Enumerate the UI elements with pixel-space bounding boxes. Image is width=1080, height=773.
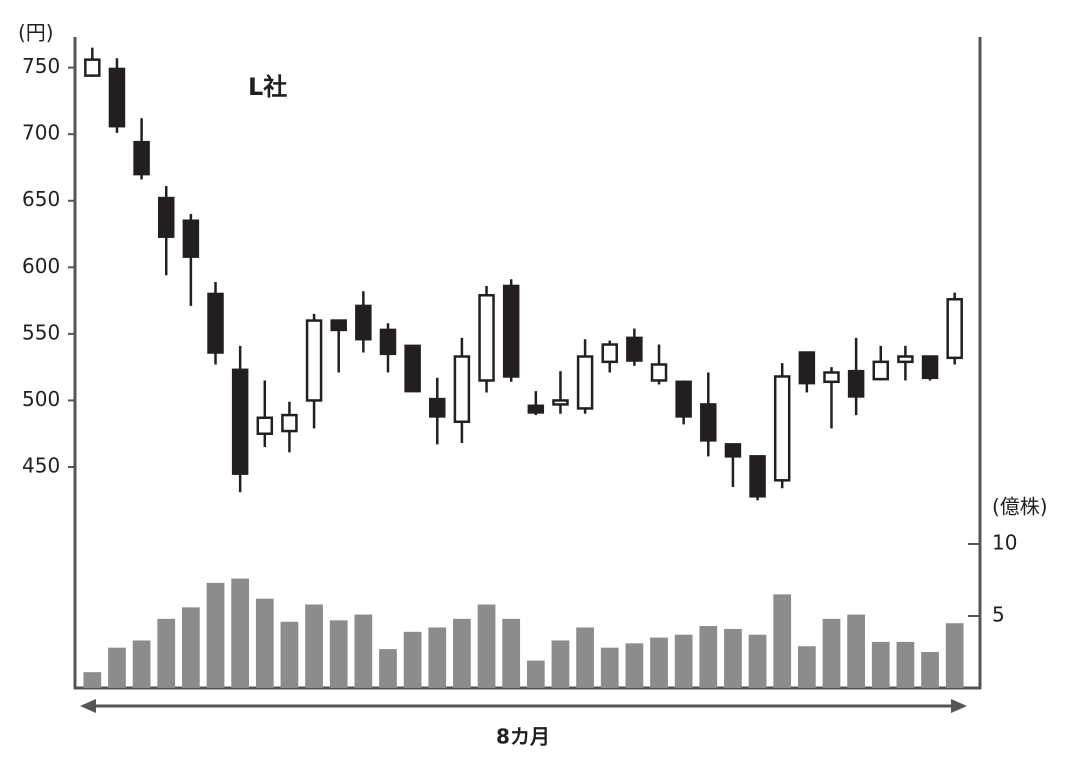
volume-bar [354,614,373,688]
volume-bar [477,604,496,688]
volume-bar [403,631,422,688]
candle-body [133,140,150,176]
candle-body [675,380,692,418]
y2-axis-label: (億株) [992,495,1048,519]
y-tick-label: 650 [22,187,60,211]
candle-body [108,67,126,128]
candle-body [576,355,594,410]
candle-body [207,292,224,354]
volume-bar [305,604,323,688]
volume-bar [108,647,126,688]
volume-bar [921,651,939,688]
volume-bar [945,623,964,688]
volume-bar [896,641,915,688]
y2-tick-label: 10 [992,530,1017,554]
candle-body [84,58,101,77]
candle-body [601,343,618,364]
y-tick-label: 750 [22,54,60,78]
candle-body [724,443,742,458]
candle-body [847,369,865,398]
volume-bar [453,618,471,688]
y-tick-label: 700 [22,121,60,145]
candle-body [429,397,446,418]
volume-bar [600,647,619,688]
candle-body [626,336,643,362]
candle-body [700,403,717,442]
volume-bar [502,618,521,688]
volume-bar [329,620,348,688]
volume-bar [847,614,865,688]
y-tick-label: 500 [22,387,60,411]
candle-body [946,298,963,360]
volume-bar [674,634,693,688]
candle-body [256,416,274,435]
candle-body [281,413,298,433]
volume-bar [379,649,397,688]
volume-bar [576,627,594,688]
volume-bar [206,582,225,688]
volume-bar [526,660,545,688]
candle-body [404,344,421,393]
volume-bar [132,640,151,688]
candle-body [305,319,323,402]
volume-bar [625,643,644,688]
volume-bar [83,672,102,688]
volume-bar [551,640,570,688]
volume-bar [748,634,767,688]
chart-title: L社 [248,73,287,101]
range-arrow [80,699,967,713]
volume-bar [255,598,274,688]
candle-body [231,368,249,475]
candle-body [650,363,668,382]
candle-body [872,360,890,381]
volume-bar [797,646,816,688]
y-tick-label: 600 [22,254,60,278]
candle-body [773,375,791,482]
volume-bar [822,618,841,688]
candle-body [749,455,766,498]
y2-tick-label: 5 [992,602,1005,626]
candle-body [355,304,372,341]
volume-bar [280,621,299,688]
y-tick-label: 450 [22,454,60,478]
candle-body [379,328,397,356]
volume-bar [157,618,176,688]
volume-bar [182,607,200,688]
candle-body [478,294,495,382]
volume-bar [699,626,718,688]
volume-bar [724,628,742,688]
candle-body [502,284,520,378]
candle-body [552,399,569,406]
candle-body [157,196,175,238]
volume-bar [231,578,250,688]
candle-body [798,351,816,385]
volume-bar [428,627,447,688]
y-tick-label: 550 [22,320,60,344]
volume-bar [871,641,890,688]
candle-body [453,355,471,423]
candle-body [823,371,840,384]
candle-body [921,355,939,380]
volume-bar [773,594,792,688]
y-axis-label: (円) [18,21,54,45]
volume-bar [650,637,668,688]
candle-body [182,219,200,258]
candle-body [527,404,545,414]
x-axis-label: 8カ月 [496,725,550,749]
candle-body [897,355,914,364]
candle-body [330,319,347,332]
